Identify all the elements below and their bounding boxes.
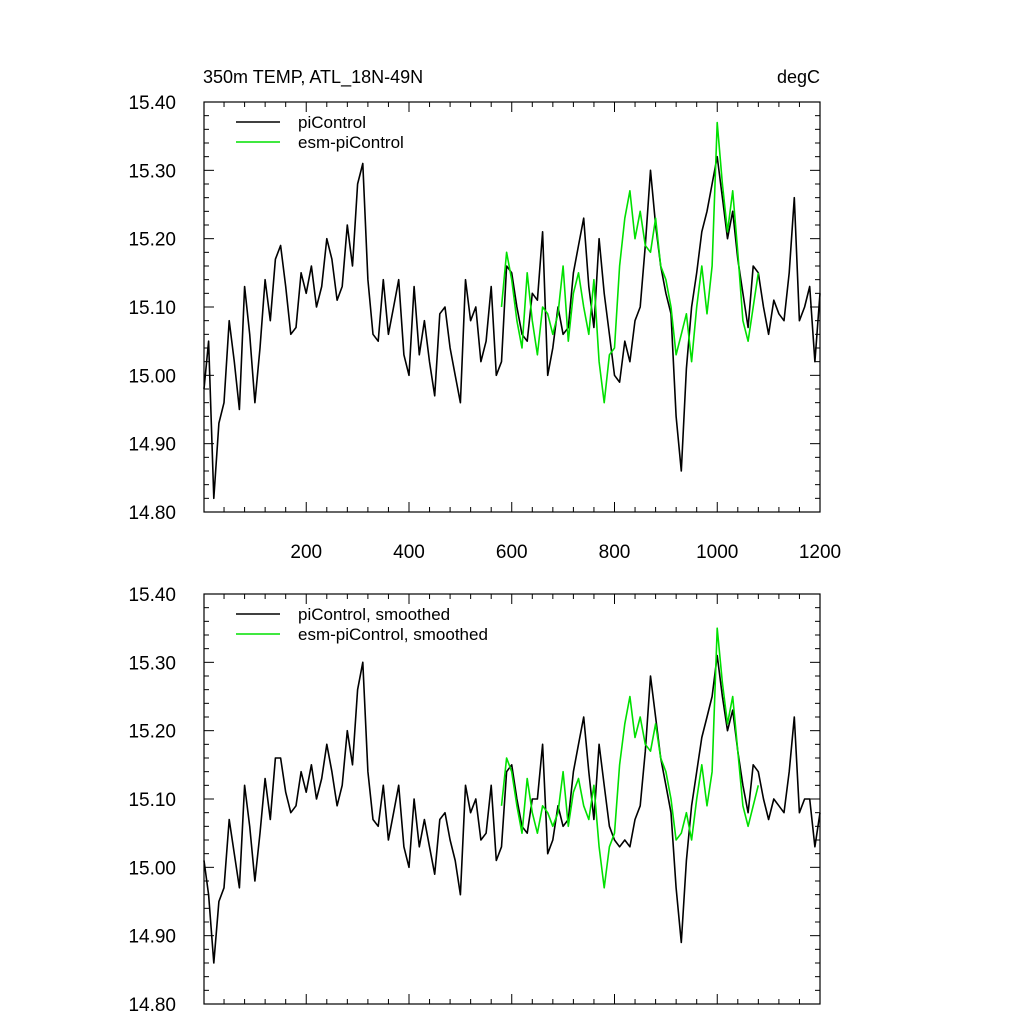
bottom-y-tick-label: 14.90 (128, 927, 176, 948)
top-x-tick-label: 400 (393, 542, 425, 563)
top-y-tick-label: 15.00 (128, 366, 176, 387)
top-y-tick-label: 15.10 (128, 298, 176, 319)
bottom-y-tick-label: 15.20 (128, 722, 176, 743)
bottom-series-line-esm-picontrol (500, 627, 760, 889)
top-x-tick-label: 200 (290, 542, 322, 563)
top-panel-title: 350m TEMP, ATL_18N-49N (203, 67, 423, 88)
top-y-tick-label: 15.20 (128, 230, 176, 251)
top-x-tick-label: 1200 (799, 542, 841, 563)
bottom-panel: 14.80 14.90 15.00 15.10 15.20 15.30 15.40 piCon… (128, 585, 821, 1016)
top-plot-frame (203, 101, 821, 513)
top-panel: 200 400 600 800 1000 1200 14.80 14.90 15.00 15.10… (128, 93, 841, 563)
top-y-tick-label: 15.40 (128, 93, 176, 114)
top-x-tick-label: 600 (496, 542, 528, 563)
top-y-tick-label: 14.90 (128, 435, 176, 456)
top-legend-label: esm-piControl (298, 133, 404, 152)
bottom-y-tick-label: 14.80 (128, 995, 176, 1016)
top-series-line-esm-picontrol (500, 121, 760, 404)
bottom-y-tick-label: 15.00 (128, 858, 176, 879)
top-y-tick-label: 14.80 (128, 503, 176, 524)
top-x-tick-label: 1000 (696, 542, 738, 563)
top-y-tick-label: 15.30 (128, 161, 176, 182)
top-series-line-picontrol (203, 155, 821, 500)
top-x-tick-label: 800 (599, 542, 631, 563)
bottom-legend-label: esm-piControl, smoothed (298, 625, 488, 644)
bottom-y-tick-label: 15.10 (128, 790, 176, 811)
bottom-legend-label: piControl, smoothed (298, 605, 450, 624)
bottom-series-line-picontrol (203, 654, 821, 964)
chart-panels: 200 400 600 800 1000 1200 14.80 14.90 15.00 15.10… (128, 93, 841, 1016)
bottom-y-tick-label: 15.30 (128, 653, 176, 674)
top-legend-label: piControl (298, 113, 366, 132)
bottom-y-tick-label: 15.40 (128, 585, 176, 606)
top-panel-units: degC (777, 67, 820, 87)
